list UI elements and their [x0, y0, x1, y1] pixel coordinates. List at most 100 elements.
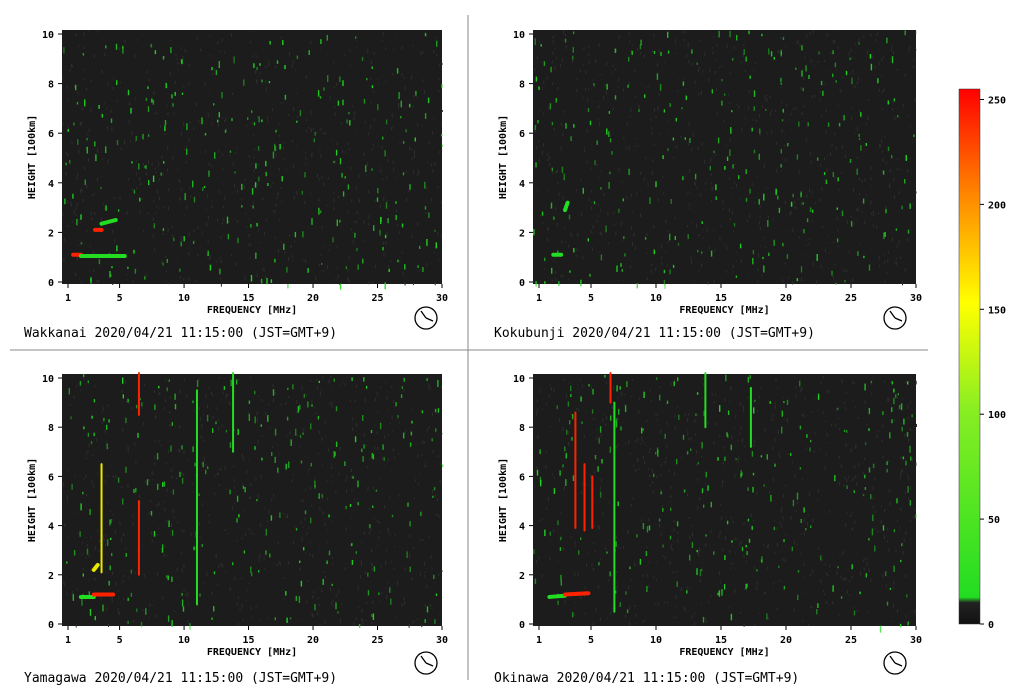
- noise-dot: [147, 212, 149, 215]
- noise-dot: [388, 205, 390, 207]
- noise-dot: [379, 204, 381, 208]
- noise-dot: [98, 539, 100, 543]
- echo-speck: [592, 388, 594, 395]
- echo-speck: [434, 229, 436, 232]
- noise-dot: [586, 563, 587, 567]
- noise-dot: [217, 419, 219, 422]
- x-tick-label: 20: [780, 635, 792, 646]
- noise-dot: [555, 59, 557, 61]
- echo-speck: [333, 378, 335, 382]
- noise-dot: [326, 204, 328, 207]
- echo-speck: [570, 385, 572, 392]
- echo-speck: [627, 84, 629, 88]
- noise-dot: [218, 564, 220, 569]
- echo-speck: [93, 399, 96, 403]
- noise-dot: [790, 211, 792, 214]
- noise-dot: [594, 85, 595, 88]
- noise-dot: [134, 442, 136, 446]
- echo-speck: [94, 141, 96, 147]
- echo-speck: [662, 155, 664, 159]
- noise-dot: [862, 559, 864, 563]
- noise-dot: [755, 62, 756, 65]
- noise-dot: [817, 491, 819, 493]
- noise-dot: [674, 472, 675, 476]
- noise-dot: [206, 222, 208, 227]
- noise-dot: [64, 238, 65, 241]
- echo-speck: [562, 464, 564, 468]
- noise-dot: [749, 523, 751, 526]
- echo-speck: [792, 193, 794, 198]
- echo-speck: [258, 176, 260, 182]
- echo-speck: [283, 243, 285, 250]
- noise-dot: [167, 146, 169, 151]
- echo-speck: [344, 176, 346, 179]
- noise-dot: [615, 445, 617, 449]
- noise-dot: [253, 52, 255, 54]
- noise-dot: [556, 223, 558, 227]
- echo-speck: [110, 274, 112, 277]
- noise-dot: [244, 178, 246, 182]
- echo-speck: [335, 149, 338, 156]
- noise-dot: [635, 440, 637, 443]
- noise-dot: [312, 595, 314, 599]
- echo-speck: [766, 454, 768, 460]
- echo-speck: [572, 475, 575, 481]
- noise-dot: [340, 122, 342, 125]
- noise-dot: [667, 264, 669, 267]
- noise-dot: [832, 40, 834, 43]
- noise-dot: [319, 431, 320, 434]
- noise-dot: [617, 544, 619, 548]
- noise-dot: [77, 91, 79, 95]
- echo-speck: [636, 534, 638, 538]
- echo-speck: [726, 156, 729, 161]
- noise-dot: [180, 552, 182, 554]
- noise-dot: [333, 198, 335, 202]
- echo-speck: [780, 149, 782, 154]
- noise-dot: [808, 492, 810, 496]
- noise-dot: [564, 33, 566, 37]
- noise-dot: [77, 255, 79, 260]
- echo-speck: [130, 592, 133, 597]
- echo-speck: [669, 269, 671, 275]
- noise-dot: [277, 541, 279, 545]
- echo-speck: [559, 547, 562, 551]
- noise-dot: [722, 200, 724, 204]
- noise-dot: [701, 455, 703, 458]
- noise-dot: [336, 142, 338, 146]
- noise-dot: [828, 268, 830, 270]
- noise-dot: [851, 479, 853, 482]
- noise-dot: [708, 601, 710, 604]
- echo-speck: [702, 616, 705, 623]
- noise-dot: [698, 552, 699, 557]
- echo-speck: [605, 225, 607, 233]
- noise-dot: [424, 561, 425, 566]
- noise-dot: [311, 613, 313, 617]
- noise-dot: [652, 159, 654, 162]
- echo-speck: [409, 103, 411, 108]
- echo-speck: [553, 216, 555, 220]
- noise-dot: [380, 169, 382, 173]
- echo-speck: [233, 56, 235, 64]
- echo-trace-low: [99, 218, 118, 226]
- echo-speck: [213, 571, 216, 575]
- echo-speck: [551, 167, 553, 172]
- noise-dot: [165, 379, 167, 382]
- noise-dot: [831, 423, 833, 427]
- noise-dot: [441, 433, 443, 435]
- noise-dot: [195, 473, 197, 477]
- noise-dot: [392, 73, 394, 75]
- noise-dot: [277, 443, 279, 446]
- echo-speck: [691, 542, 694, 548]
- echo-speck: [434, 619, 436, 624]
- noise-dot: [390, 260, 392, 263]
- noise-dot: [286, 466, 288, 469]
- noise-dot: [560, 274, 562, 278]
- noise-dot: [719, 237, 721, 241]
- echo-speck: [152, 175, 155, 182]
- echo-speck: [710, 501, 712, 508]
- noise-dot: [743, 406, 745, 409]
- echo-speck: [282, 40, 284, 46]
- noise-dot: [256, 252, 258, 255]
- noise-dot: [274, 237, 276, 239]
